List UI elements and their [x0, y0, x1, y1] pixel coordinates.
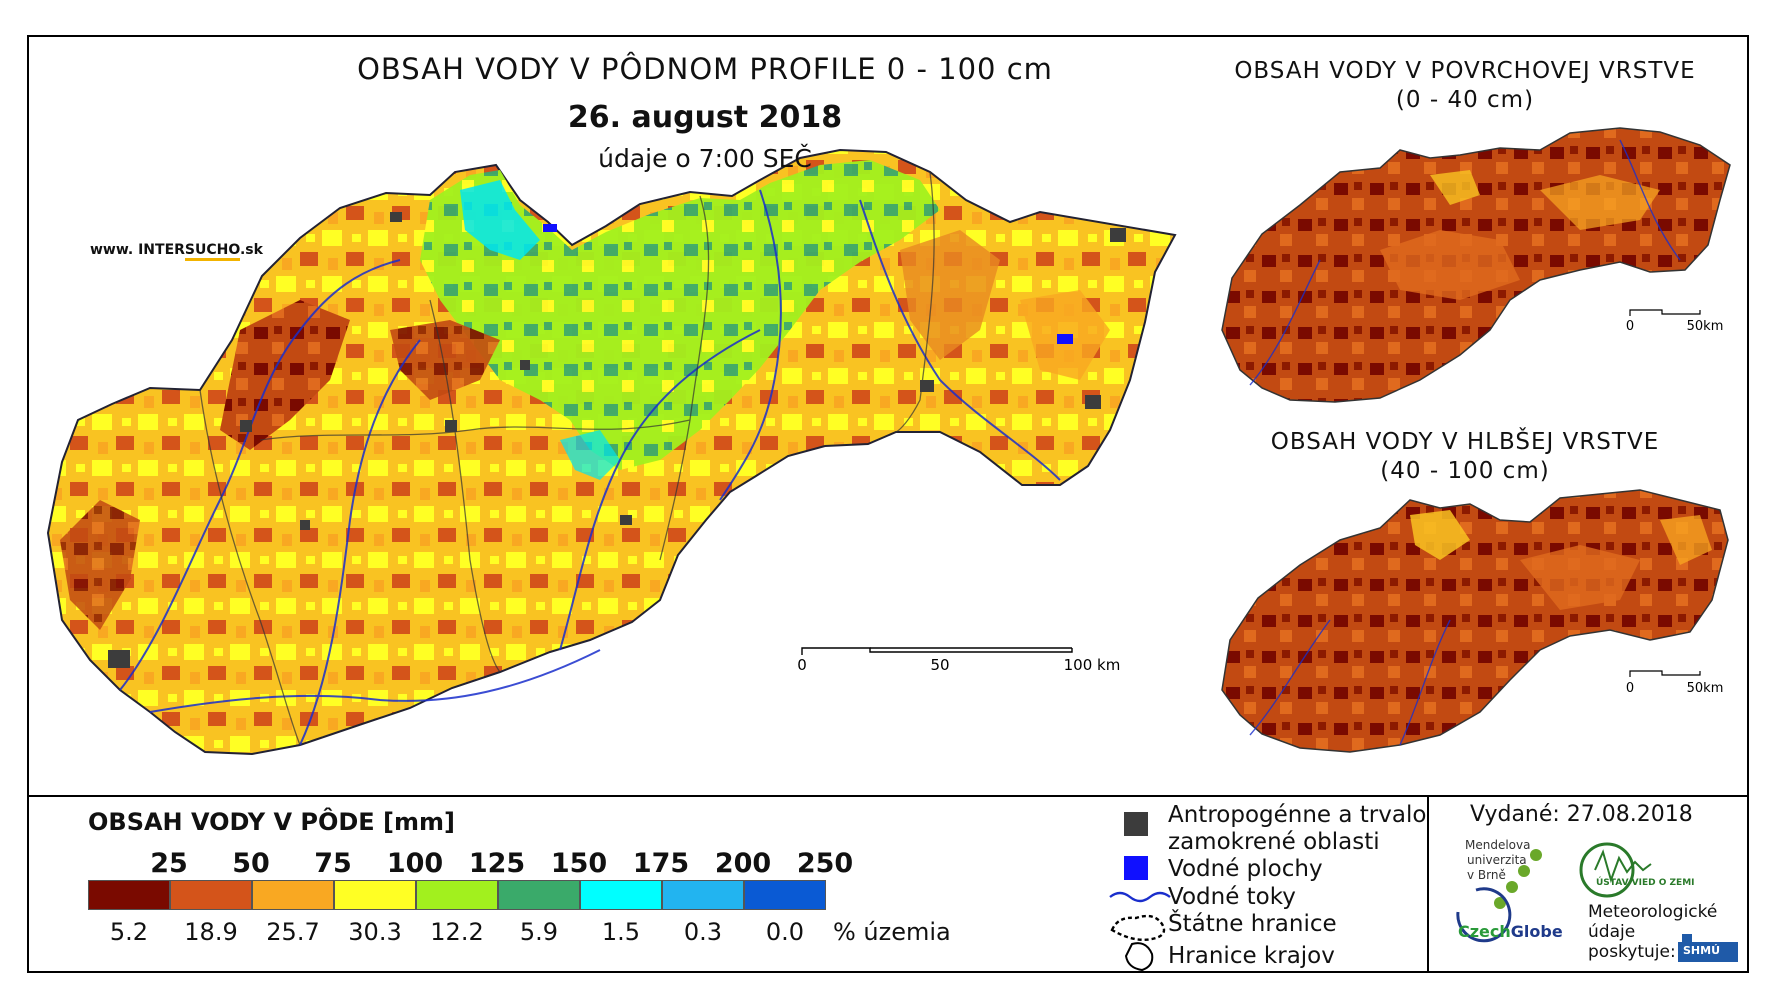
inset1-title: OBSAH VODY V POVRCHOVEJ VRSTVE	[1234, 58, 1696, 84]
legend-class-label: 175	[632, 848, 690, 879]
water-bodies-label: Vodné plochy	[1168, 856, 1323, 882]
main-scale-tick-100: 100 km	[1064, 656, 1121, 674]
region-borders	[199, 171, 935, 746]
meteo-text-2: údaje	[1588, 922, 1636, 942]
issued-date: Vydané: 27.08.2018	[1470, 802, 1693, 827]
legend-percent-unit: % územia	[833, 918, 951, 946]
dry-region-west	[220, 300, 350, 450]
state-border-label: Štátne hranice	[1168, 911, 1337, 937]
czechglobe-logo	[1456, 887, 1512, 943]
legend-class-percent: 12.2	[430, 918, 484, 946]
inset-deep-base	[1221, 489, 1729, 753]
legend-swatch	[662, 880, 744, 910]
region-border-symbol	[1124, 942, 1154, 972]
legend-class-percent: 1.5	[601, 918, 641, 946]
state-border-symbol	[1110, 914, 1166, 941]
very-wet-region-2	[560, 430, 620, 480]
legend-class-percent: 0.0	[765, 918, 805, 946]
legend-class-percent: 5.9	[519, 918, 559, 946]
legend-class-percent: 30.3	[348, 918, 402, 946]
site-link-highlight: SUCHO	[184, 242, 240, 261]
main-scale-bar	[801, 647, 1073, 655]
meteo-text-3: poskytuje:	[1588, 942, 1676, 962]
legend-class-percent: 25.7	[266, 918, 320, 946]
meteo-text-1: Meteorologické	[1588, 902, 1718, 922]
inset1-scale-bar	[1629, 309, 1701, 316]
legend-title: OBSAH VODY V PÔDE [mm]	[88, 808, 456, 836]
uvgz-logo	[1579, 842, 1652, 898]
urban-areas	[108, 212, 1126, 668]
shmu-logo	[1678, 934, 1738, 962]
wet-region	[420, 160, 940, 470]
main-map	[46, 148, 1177, 756]
very-wet-region	[460, 180, 540, 260]
legend-class-label: 125	[468, 848, 526, 879]
inset1-subtitle: (0 - 40 cm)	[1395, 87, 1535, 113]
dry-region-southwest	[60, 500, 140, 630]
site-link-prefix: www. INTER	[90, 242, 185, 258]
water-body-2	[543, 224, 557, 232]
legend-swatch	[252, 880, 334, 910]
inset2-scale-tick-0: 0	[1626, 681, 1634, 696]
czechglobe-text: CzechGlobe	[1458, 922, 1563, 941]
map-date: 26. august 2018	[567, 100, 843, 135]
legend-class-percent: 5.2	[109, 918, 149, 946]
legend-swatch	[416, 880, 498, 910]
legend-swatch	[744, 880, 826, 910]
legend-swatch	[88, 880, 170, 910]
region-border-label: Hranice krajov	[1168, 943, 1335, 969]
legend-vertical-divider	[1427, 795, 1429, 973]
legend-class-label: 25	[150, 848, 188, 879]
site-link[interactable]: www. INTERSUCHO.sk	[90, 242, 263, 261]
page-title: OBSAH VODY V PÔDNOM PROFILE 0 - 100 cm	[357, 52, 1053, 86]
inset2-title: OBSAH VODY V HLBŠEJ VRSTVE	[1270, 429, 1660, 455]
river-symbol	[1109, 891, 1171, 903]
urban-symbol	[1124, 812, 1148, 836]
inset-map-surface	[1221, 127, 1731, 403]
inset2-scale-tick-50: 50km	[1687, 681, 1724, 696]
inset1-scale-tick-50: 50km	[1687, 319, 1724, 334]
main-scale-tick-50: 50	[930, 656, 949, 674]
czechglobe-text-b: Globe	[1510, 922, 1563, 941]
east-region	[900, 230, 1000, 360]
inset2-subtitle: (40 - 100 cm)	[1380, 458, 1550, 484]
legend-swatch	[334, 880, 416, 910]
mendelu-text-1: Mendelova	[1465, 838, 1531, 852]
uvgz-text: ÚSTAV VIED O ZEMI	[1596, 878, 1695, 888]
map-time: údaje o 7:00 SEČ	[598, 144, 812, 173]
shmu-text: SHMÚ	[1683, 944, 1721, 957]
inset1-scale-tick-0: 0	[1626, 319, 1634, 334]
main-scale-tick-0: 0	[797, 656, 807, 674]
legend-class-label: 250	[796, 848, 854, 879]
water-symbol	[1124, 856, 1148, 880]
mendelu-text-2: univerzita	[1467, 853, 1527, 867]
legend-class-percent: 0.3	[683, 918, 723, 946]
mendelu-text-3: v Brně	[1467, 868, 1506, 882]
inset-map-deep	[1221, 489, 1729, 753]
czechglobe-text-a: Czech	[1458, 922, 1511, 941]
legend-class-label: 150	[550, 848, 608, 879]
site-link-suffix: .sk	[239, 242, 263, 258]
legend-class-label: 50	[232, 848, 270, 879]
inset2-scale-bar	[1629, 670, 1701, 677]
legend-class-percent: 18.9	[184, 918, 238, 946]
urban-label-1: Antropogénne a trvalo	[1168, 802, 1427, 828]
urban-label-2: zamokrené oblasti	[1168, 829, 1380, 855]
legend-swatch	[580, 880, 662, 910]
legend-class-label: 75	[314, 848, 352, 879]
legend-swatch	[498, 880, 580, 910]
legend-swatch	[170, 880, 252, 910]
dry-region-central	[390, 320, 500, 400]
mendelu-logo	[1494, 849, 1542, 909]
legend-class-label: 100	[386, 848, 444, 879]
water-body	[1057, 334, 1073, 344]
rivers	[119, 189, 1061, 746]
rivers-label: Vodné toky	[1168, 884, 1296, 910]
legend-divider	[27, 795, 1749, 797]
legend-class-label: 200	[714, 848, 772, 879]
